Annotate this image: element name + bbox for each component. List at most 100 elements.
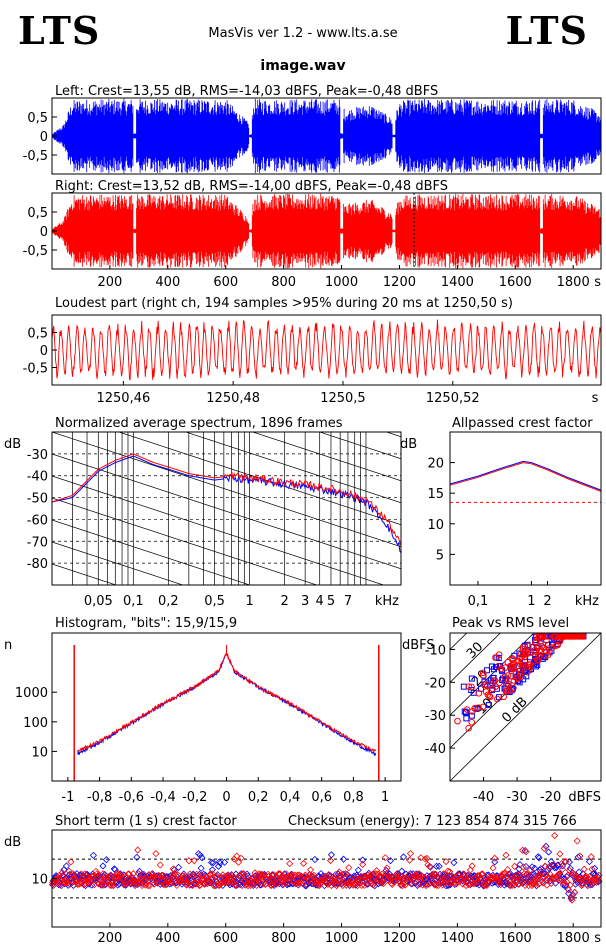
short-term-point-right bbox=[520, 870, 528, 878]
short-term-point-right bbox=[511, 862, 519, 870]
peak-rms-point-right bbox=[492, 654, 499, 661]
short-term-point-right bbox=[551, 832, 559, 840]
crest-ytick-label: 5 bbox=[436, 548, 444, 563]
right-xtick-label: 200 bbox=[97, 275, 122, 290]
short-term-point-left bbox=[399, 853, 408, 861]
short-term-point-right bbox=[567, 893, 575, 901]
short-term-point-right bbox=[587, 853, 595, 861]
peak-rms-point-right bbox=[533, 633, 540, 641]
short-term-point-right bbox=[576, 852, 584, 860]
short-term-point-right bbox=[492, 873, 500, 881]
peak-rms-point-right bbox=[516, 654, 524, 662]
short-term-point-right bbox=[78, 875, 86, 883]
short-term-xtick-label: 800 bbox=[271, 931, 296, 946]
short-term-point-right bbox=[306, 871, 314, 879]
short-term-point-left bbox=[99, 862, 107, 870]
short-term-point-right bbox=[284, 879, 292, 887]
short-term-point-right bbox=[527, 872, 535, 880]
short-term-point-right bbox=[221, 878, 229, 886]
peak-rms-point-right bbox=[521, 651, 529, 658]
short-term-point-right bbox=[555, 870, 563, 878]
short-term-point-right bbox=[75, 873, 83, 881]
spectrum-ytick-label: -60 bbox=[27, 513, 48, 528]
short-term-point-right bbox=[465, 881, 473, 889]
short-term-point-left bbox=[576, 873, 584, 881]
peak-rms-point-right bbox=[489, 685, 496, 693]
short-term-point-left bbox=[450, 859, 458, 867]
short-term-point-left bbox=[174, 863, 183, 871]
short-term-point-right bbox=[293, 879, 301, 888]
short-term-point-left bbox=[516, 861, 524, 869]
right-xtick-label: 400 bbox=[155, 275, 180, 290]
short-term-point-left bbox=[221, 858, 229, 866]
short-term-point-right bbox=[281, 879, 289, 887]
short-term-point-right bbox=[133, 879, 141, 887]
short-term-point-right bbox=[276, 870, 284, 878]
short-term-point-right bbox=[439, 881, 447, 889]
loudest-x-unit: s bbox=[592, 391, 599, 406]
peak-rms-point-right bbox=[504, 672, 512, 679]
right-x-unit: s bbox=[594, 275, 601, 290]
short-term-point-right bbox=[107, 871, 115, 879]
short-term-point-right bbox=[565, 866, 574, 874]
short-term-point-right bbox=[564, 871, 572, 879]
short-term-point-left bbox=[340, 855, 348, 863]
short-term-point-left bbox=[491, 858, 499, 866]
short-term-point-right bbox=[65, 867, 73, 875]
spectrum-curve-left bbox=[51, 455, 402, 554]
short-term-point-right bbox=[475, 871, 483, 880]
short-term-point-right bbox=[239, 870, 247, 878]
short-term-point-right bbox=[57, 882, 65, 890]
short-term-xtick-label: 1400 bbox=[441, 931, 474, 946]
short-term-point-right bbox=[137, 875, 145, 883]
short-term-point-right bbox=[304, 873, 312, 881]
crest-ytick-label: 10 bbox=[427, 518, 444, 533]
short-term-point-right bbox=[565, 886, 573, 894]
short-term-point-right bbox=[76, 878, 84, 886]
short-term-xtick-label: 1600 bbox=[499, 931, 532, 946]
short-term-point-right bbox=[466, 866, 474, 874]
peak-rms-point-right bbox=[519, 644, 527, 651]
short-term-point-right bbox=[236, 871, 244, 879]
short-term-point-right bbox=[192, 879, 200, 887]
short-term-x-unit: s bbox=[594, 931, 601, 946]
peak-rms-point-right bbox=[465, 683, 473, 690]
short-term-point-right bbox=[51, 876, 59, 884]
peak-rms-point-right bbox=[521, 653, 528, 661]
short-term-point-right bbox=[326, 857, 335, 865]
short-term-point-left bbox=[522, 862, 530, 871]
loudest-xtick-label: 1250,52 bbox=[426, 391, 480, 406]
short-term-point-right bbox=[157, 873, 165, 881]
short-term-point-right bbox=[365, 874, 373, 882]
histogram-curve-right bbox=[76, 652, 377, 753]
short-term-point-right bbox=[311, 877, 319, 885]
peak-rms-point-left bbox=[495, 655, 502, 662]
spectrum-ytick-label: -50 bbox=[27, 492, 48, 507]
crest-xtick-label: 2 bbox=[543, 594, 551, 609]
short-term-point-right bbox=[384, 876, 392, 884]
spectrum-slope-line bbox=[117, 432, 401, 526]
short-term-point-right bbox=[379, 877, 387, 885]
peak-rms-point-right bbox=[465, 724, 472, 732]
short-term-point-left bbox=[305, 879, 313, 887]
short-term-point-left bbox=[479, 882, 488, 890]
left-waveform-trace bbox=[52, 98, 602, 174]
histogram-y-label: n bbox=[4, 638, 12, 653]
short-term-point-right bbox=[539, 879, 547, 887]
peak-rms-title: Peak vs RMS level bbox=[452, 616, 569, 631]
short-term-point-right bbox=[400, 874, 408, 883]
short-term-point-right bbox=[450, 879, 458, 887]
short-term-point-left bbox=[386, 857, 395, 865]
short-term-point-right bbox=[228, 871, 236, 880]
short-term-point-right bbox=[496, 874, 504, 882]
short-term-point-right bbox=[356, 879, 364, 887]
short-term-point-right bbox=[491, 854, 499, 862]
short-term-point-left bbox=[584, 879, 593, 887]
short-term-point-right bbox=[417, 854, 425, 862]
loudest-ytick-label: 0,5 bbox=[27, 327, 48, 342]
short-term-point-right bbox=[333, 880, 342, 888]
short-term-point-right bbox=[233, 852, 241, 860]
short-term-point-right bbox=[486, 873, 494, 882]
short-term-point-right bbox=[423, 854, 431, 863]
